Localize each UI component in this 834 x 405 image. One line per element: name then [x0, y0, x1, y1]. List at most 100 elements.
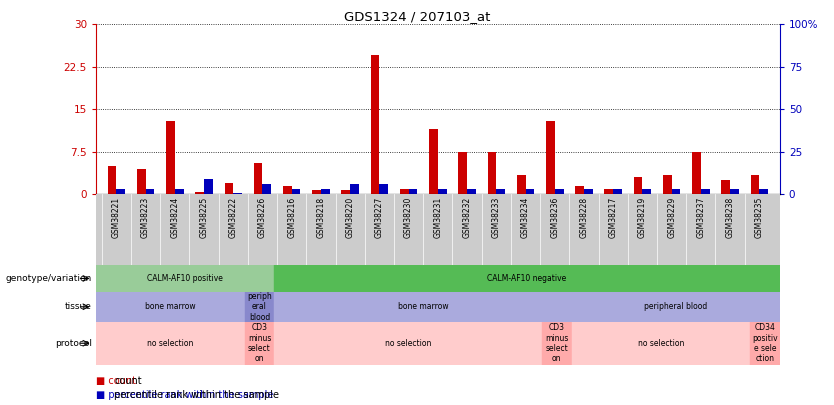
Bar [137, 169, 146, 194]
Bar [584, 189, 593, 194]
Text: percentile rank within the sample: percentile rank within the sample [114, 390, 279, 400]
Text: ■ count: ■ count [96, 376, 136, 386]
Bar [96, 322, 244, 364]
Bar [730, 189, 739, 194]
Text: GSM38217: GSM38217 [609, 196, 618, 238]
Text: GSM38235: GSM38235 [755, 196, 764, 238]
Text: GSM38229: GSM38229 [667, 196, 676, 238]
Bar [399, 189, 409, 194]
Text: CD3
minus
select
on: CD3 minus select on [248, 323, 271, 363]
Text: GSM38224: GSM38224 [170, 196, 179, 238]
Bar [117, 189, 125, 194]
Bar [496, 189, 505, 194]
Text: GSM38233: GSM38233 [492, 196, 500, 238]
Text: bone marrow: bone marrow [398, 302, 449, 311]
Bar [195, 192, 204, 194]
Text: GSM38216: GSM38216 [287, 196, 296, 238]
Bar [555, 189, 564, 194]
Bar [671, 189, 681, 194]
Text: GSM38219: GSM38219 [638, 196, 647, 238]
Text: GSM38220: GSM38220 [345, 196, 354, 238]
Text: GSM38221: GSM38221 [112, 196, 121, 238]
Bar [613, 189, 622, 194]
Bar [459, 152, 467, 194]
Bar [379, 184, 388, 194]
Bar [96, 292, 244, 322]
Bar [409, 189, 417, 194]
Bar [274, 292, 571, 322]
Bar [321, 189, 329, 194]
Text: periph
eral
blood: periph eral blood [247, 292, 272, 322]
Bar [517, 175, 525, 194]
Text: count: count [114, 376, 142, 386]
Bar [701, 189, 710, 194]
Text: CD3
minus
select
on: CD3 minus select on [545, 323, 569, 363]
Bar [488, 152, 496, 194]
Bar [146, 189, 154, 194]
Bar [542, 322, 571, 364]
Text: GSM38238: GSM38238 [726, 196, 735, 238]
Bar [283, 186, 292, 194]
Text: GSM38225: GSM38225 [199, 196, 208, 238]
Text: GSM38223: GSM38223 [141, 196, 150, 238]
Text: GSM38226: GSM38226 [258, 196, 267, 238]
Bar [244, 322, 274, 364]
Text: no selection: no selection [638, 339, 684, 348]
Bar [525, 189, 535, 194]
Bar [108, 166, 117, 194]
Bar [274, 265, 780, 292]
Text: CALM-AF10 positive: CALM-AF10 positive [147, 274, 223, 283]
Text: CALM-AF10 negative: CALM-AF10 negative [487, 274, 566, 283]
Text: GSM38236: GSM38236 [550, 196, 560, 238]
Text: GSM38234: GSM38234 [521, 196, 530, 238]
Text: peripheral blood: peripheral blood [644, 302, 707, 311]
Text: CD34
positiv
e sele
ction: CD34 positiv e sele ction [752, 323, 778, 363]
Bar [759, 189, 768, 194]
Bar [642, 189, 651, 194]
Text: GSM38232: GSM38232 [463, 196, 471, 238]
Text: GSM38218: GSM38218 [316, 196, 325, 238]
Text: tissue: tissue [65, 302, 92, 311]
Bar [263, 184, 271, 194]
Text: GSM38222: GSM38222 [229, 196, 238, 238]
Bar [234, 193, 242, 194]
Bar [467, 189, 476, 194]
Text: GDS1324 / 207103_at: GDS1324 / 207103_at [344, 10, 490, 23]
Bar [438, 189, 447, 194]
Bar [663, 175, 671, 194]
Text: GSM38231: GSM38231 [434, 196, 442, 238]
Bar [274, 322, 542, 364]
Bar [312, 190, 321, 194]
Text: GSM38228: GSM38228 [580, 196, 589, 238]
Bar [204, 179, 213, 194]
Text: ■ percentile rank within the sample: ■ percentile rank within the sample [96, 390, 274, 400]
Bar [429, 129, 438, 194]
Bar [634, 177, 642, 194]
Bar [224, 183, 234, 194]
Bar [254, 163, 263, 194]
Bar [721, 180, 730, 194]
Text: GSM38237: GSM38237 [696, 196, 706, 238]
Text: no selection: no selection [385, 339, 431, 348]
Bar [370, 55, 379, 194]
Bar [244, 292, 274, 322]
Bar [341, 190, 350, 194]
Bar [571, 322, 750, 364]
Bar [96, 265, 274, 292]
Text: protocol: protocol [55, 339, 92, 348]
Bar [692, 152, 701, 194]
Bar [292, 189, 300, 194]
Bar [605, 189, 613, 194]
Text: no selection: no selection [147, 339, 193, 348]
Text: GSM38230: GSM38230 [404, 196, 413, 238]
Bar [175, 189, 183, 194]
Bar [575, 186, 584, 194]
Text: bone marrow: bone marrow [145, 302, 195, 311]
Text: genotype/variation: genotype/variation [6, 274, 92, 283]
Bar [750, 322, 780, 364]
Bar [350, 184, 359, 194]
Text: GSM38227: GSM38227 [375, 196, 384, 238]
Bar [546, 121, 555, 194]
Bar [166, 121, 175, 194]
Bar [751, 175, 759, 194]
